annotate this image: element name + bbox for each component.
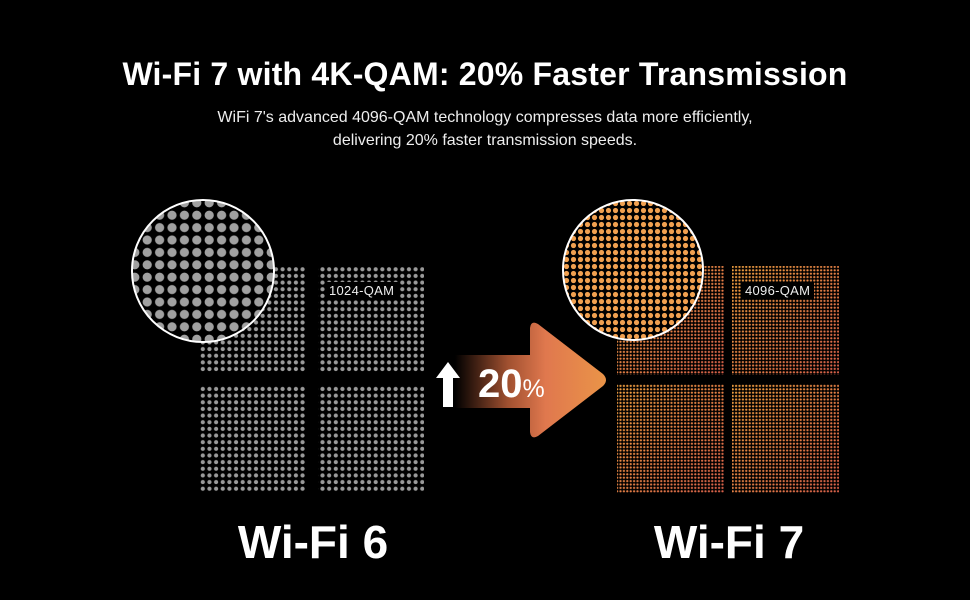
arrow-up-icon [436,362,460,407]
improvement-percent: 20% [478,362,545,407]
arrow-right-icon [455,322,606,438]
subtitle-line-2: delivering 20% faster transmission speed… [332,132,638,149]
wifi6-qam-label: 1024-QAM [325,282,399,299]
page-title: Wi-Fi 7 with 4K-QAM: 20% Faster Transmis… [122,56,848,92]
subtitle-line-1: WiFi 7's advanced 4096-QAM technology co… [217,109,753,126]
wifi6-magnifier [131,199,275,343]
wifi6-label: Wi-Fi 6 [237,516,389,568]
wifi7-label: Wi-Fi 7 [653,516,805,568]
improvement-unit: % [522,375,545,403]
wifi7-qam-label: 4096-QAM [741,282,815,299]
wifi7-magnifier [562,199,704,341]
improvement-value: 20 [478,362,523,406]
wifi6-constellation [200,267,424,492]
